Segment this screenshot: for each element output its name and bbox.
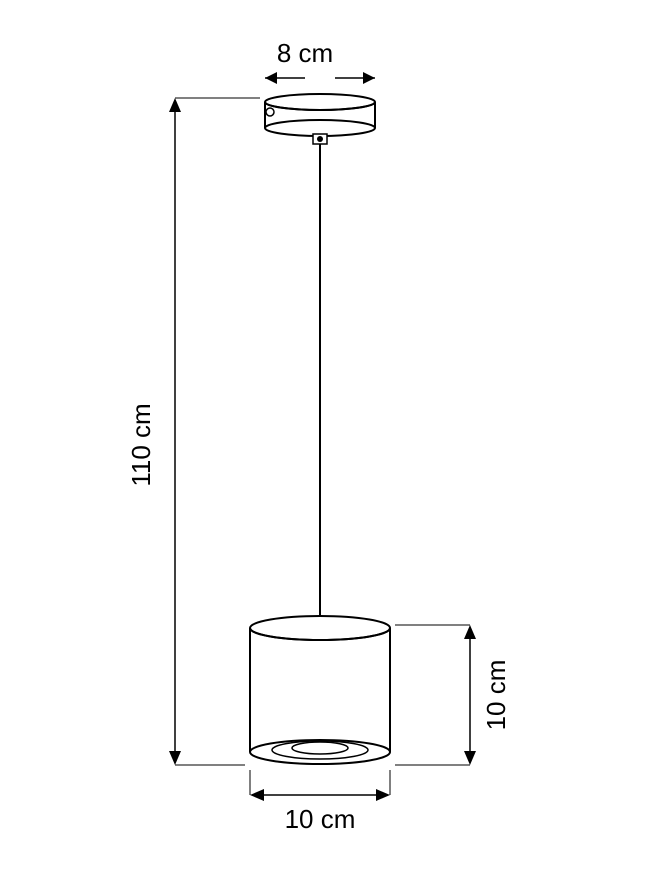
- shade-width-label: 10 cm: [285, 804, 356, 834]
- canopy: [265, 94, 375, 144]
- dim-total-height: 110 cm: [126, 98, 260, 765]
- shade-height-label: 10 cm: [481, 660, 511, 731]
- total-height-label: 110 cm: [126, 403, 156, 486]
- canopy-width-label: 8 cm: [277, 38, 333, 68]
- dim-canopy-width: 8 cm: [265, 38, 375, 84]
- canopy-screw-icon: [266, 108, 274, 116]
- lamp-shade: [250, 616, 390, 764]
- cord-grip-dot: [317, 136, 323, 142]
- dim-shade-width: 10 cm: [250, 770, 390, 834]
- technical-diagram: 8 cm: [0, 0, 651, 893]
- dim-shade-height: 10 cm: [395, 625, 511, 765]
